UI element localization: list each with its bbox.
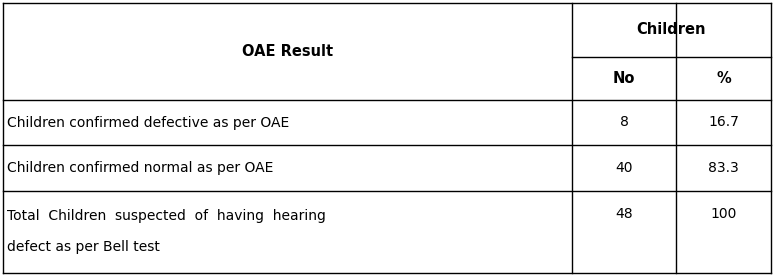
Text: OAE Result: OAE Result — [242, 44, 333, 59]
Text: Children confirmed defective as per OAE: Children confirmed defective as per OAE — [7, 115, 289, 129]
Text: 100: 100 — [711, 207, 737, 221]
Text: defect as per Bell test: defect as per Bell test — [7, 240, 160, 254]
Text: 48: 48 — [615, 207, 633, 221]
Text: Children confirmed normal as per OAE: Children confirmed normal as per OAE — [7, 161, 273, 175]
Text: 40: 40 — [615, 161, 633, 175]
Text: Total  Children  suspected  of  having  hearing: Total Children suspected of having heari… — [7, 209, 326, 223]
Text: No: No — [613, 71, 635, 86]
Text: 8: 8 — [620, 115, 628, 129]
Text: Children: Children — [637, 23, 706, 38]
Text: %: % — [716, 71, 731, 86]
Text: 83.3: 83.3 — [708, 161, 739, 175]
Text: 16.7: 16.7 — [708, 115, 739, 129]
